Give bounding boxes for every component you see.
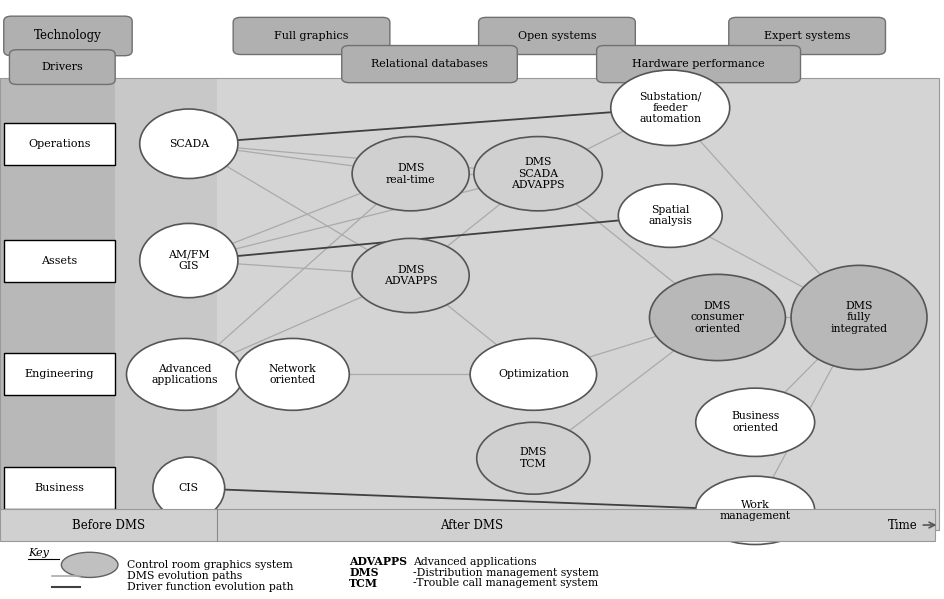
Text: Optimization: Optimization	[497, 370, 569, 379]
Ellipse shape	[153, 457, 225, 519]
Ellipse shape	[352, 137, 469, 211]
FancyBboxPatch shape	[217, 78, 939, 530]
Text: After DMS: After DMS	[441, 519, 503, 531]
Text: CIS: CIS	[178, 483, 199, 493]
Text: Open systems: Open systems	[517, 31, 597, 41]
Ellipse shape	[126, 338, 244, 410]
Ellipse shape	[611, 70, 730, 146]
FancyBboxPatch shape	[4, 353, 115, 395]
Text: Drivers: Drivers	[42, 62, 83, 72]
Text: DMS
real-time: DMS real-time	[386, 163, 435, 184]
Text: DMS: DMS	[349, 567, 379, 578]
FancyBboxPatch shape	[342, 46, 517, 83]
Text: Work
management: Work management	[719, 500, 791, 521]
Ellipse shape	[140, 223, 238, 298]
Text: Control room graphics system: Control room graphics system	[127, 560, 294, 570]
FancyBboxPatch shape	[4, 123, 115, 165]
Ellipse shape	[140, 109, 238, 179]
FancyBboxPatch shape	[9, 50, 115, 84]
Text: Relational databases: Relational databases	[371, 59, 488, 69]
Text: Advanced
applications: Advanced applications	[152, 364, 218, 385]
Ellipse shape	[791, 265, 927, 370]
Text: Technology: Technology	[34, 29, 102, 43]
Text: DMS evolution paths: DMS evolution paths	[127, 571, 243, 581]
Ellipse shape	[696, 476, 815, 544]
Ellipse shape	[236, 338, 349, 410]
Text: Business
oriented: Business oriented	[731, 412, 780, 433]
Text: Advanced applications: Advanced applications	[413, 557, 537, 567]
Text: Network
oriented: Network oriented	[269, 364, 316, 385]
Text: Expert systems: Expert systems	[764, 31, 851, 41]
FancyBboxPatch shape	[4, 467, 115, 509]
FancyBboxPatch shape	[729, 17, 885, 55]
Text: DMS
ADVAPPS: DMS ADVAPPS	[384, 265, 437, 286]
Text: Engineering: Engineering	[25, 370, 94, 379]
Text: Time: Time	[887, 519, 918, 531]
FancyBboxPatch shape	[479, 17, 635, 55]
Text: DMS
consumer
oriented: DMS consumer oriented	[690, 301, 745, 334]
Text: DMS
SCADA
ADVAPPS: DMS SCADA ADVAPPS	[512, 157, 565, 190]
FancyBboxPatch shape	[0, 78, 217, 530]
Text: ADVAPPS: ADVAPPS	[349, 556, 407, 567]
Ellipse shape	[352, 238, 469, 313]
Ellipse shape	[474, 137, 602, 211]
FancyBboxPatch shape	[0, 78, 115, 530]
Text: -Distribution management system: -Distribution management system	[413, 568, 599, 577]
Text: Spatial
analysis: Spatial analysis	[649, 205, 692, 226]
Text: Driver function evolution path: Driver function evolution path	[127, 582, 294, 592]
Text: Assets: Assets	[42, 256, 77, 265]
Text: Substation/
feeder
automation: Substation/ feeder automation	[639, 91, 701, 125]
Ellipse shape	[477, 422, 590, 494]
Text: AM/FM
GIS: AM/FM GIS	[168, 250, 210, 271]
FancyBboxPatch shape	[4, 240, 115, 282]
Text: Key: Key	[28, 548, 49, 558]
FancyBboxPatch shape	[233, 17, 390, 55]
Ellipse shape	[61, 552, 118, 577]
FancyBboxPatch shape	[0, 509, 935, 541]
Ellipse shape	[470, 338, 597, 410]
Text: DMS
fully
integrated: DMS fully integrated	[831, 301, 887, 334]
Text: Business: Business	[35, 483, 84, 493]
Text: Hardware performance: Hardware performance	[632, 59, 765, 69]
Ellipse shape	[696, 388, 815, 456]
Text: DMS
TCM: DMS TCM	[520, 447, 547, 469]
FancyBboxPatch shape	[597, 46, 801, 83]
Text: TCM: TCM	[349, 578, 379, 589]
Text: Operations: Operations	[28, 139, 91, 149]
Text: SCADA: SCADA	[169, 139, 209, 149]
FancyBboxPatch shape	[4, 16, 132, 56]
Ellipse shape	[649, 274, 785, 361]
Text: Full graphics: Full graphics	[275, 31, 348, 41]
Text: -Trouble call management system: -Trouble call management system	[413, 579, 598, 588]
Text: Before DMS: Before DMS	[72, 519, 145, 531]
Ellipse shape	[618, 184, 722, 247]
